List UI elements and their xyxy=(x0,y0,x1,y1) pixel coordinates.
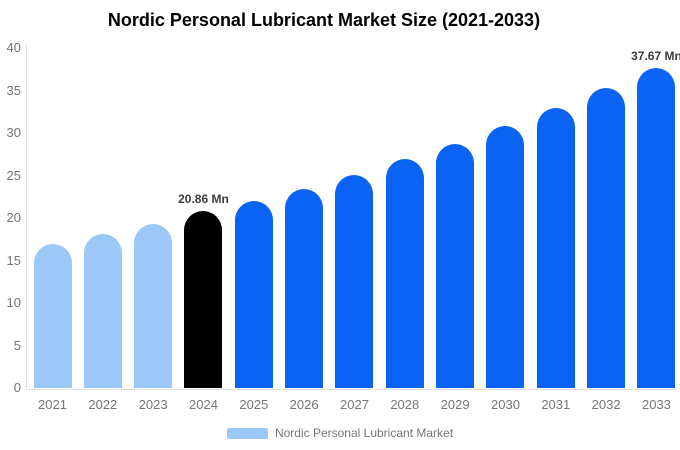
bar-2028[interactable] xyxy=(385,159,424,388)
y-axis-tick-10: 10 xyxy=(6,295,21,310)
x-axis-label-2024: 2024 xyxy=(189,397,218,412)
x-axis-label-2032: 2032 xyxy=(591,397,621,412)
bar-2033[interactable] xyxy=(637,67,676,388)
value-label-2033: 37.67 Mn xyxy=(631,48,680,63)
x-axis-label-2021: 2021 xyxy=(38,397,67,412)
bar-2032[interactable] xyxy=(587,87,626,388)
bar-2024[interactable] xyxy=(184,210,223,388)
y-axis-tick-0: 0 xyxy=(13,380,21,395)
chart-title: Nordic Personal Lubricant Market Size (2… xyxy=(107,10,541,30)
x-axis-label-2031: 2031 xyxy=(541,397,571,412)
y-axis-tick-5: 5 xyxy=(13,337,21,353)
bar-2029[interactable] xyxy=(436,144,475,388)
bar-2025[interactable] xyxy=(234,201,273,388)
y-axis-tick-40: 40 xyxy=(6,40,21,55)
legend-label: Nordic Personal Lubricant Market xyxy=(274,426,454,440)
y-axis-tick-20: 20 xyxy=(6,210,21,225)
x-axis-label-2030: 2030 xyxy=(491,397,520,412)
x-axis-label-2027: 2027 xyxy=(340,397,369,412)
bar-2026[interactable] xyxy=(285,189,324,388)
bar-2027[interactable] xyxy=(335,174,374,388)
x-axis-label-2022: 2022 xyxy=(88,397,118,412)
y-axis-line xyxy=(26,44,27,389)
x-axis-label-2028: 2028 xyxy=(390,397,420,412)
x-axis-label-2026: 2026 xyxy=(289,397,319,412)
bar-2031[interactable] xyxy=(536,108,575,388)
y-axis-tick-35: 35 xyxy=(6,82,21,98)
legend-swatch-icon xyxy=(226,427,268,439)
x-axis-line xyxy=(26,389,676,390)
bar-2021[interactable] xyxy=(33,244,72,388)
y-axis-tick-30: 30 xyxy=(6,125,21,140)
x-axis-label-2029: 2029 xyxy=(440,397,470,412)
y-axis-tick-25: 25 xyxy=(6,167,21,183)
value-label-2024: 20.86 Mn xyxy=(178,191,229,206)
bar-2030[interactable] xyxy=(486,126,525,388)
bar-2023[interactable] xyxy=(134,223,173,388)
legend-item[interactable]: Nordic Personal Lubricant Market xyxy=(0,426,680,440)
x-axis-label-2023: 2023 xyxy=(138,397,168,412)
x-axis-label-2033: 2033 xyxy=(641,397,671,412)
x-axis-label-2025: 2025 xyxy=(239,397,269,412)
y-axis-tick-15: 15 xyxy=(6,252,21,268)
bar-2022[interactable] xyxy=(83,234,122,388)
